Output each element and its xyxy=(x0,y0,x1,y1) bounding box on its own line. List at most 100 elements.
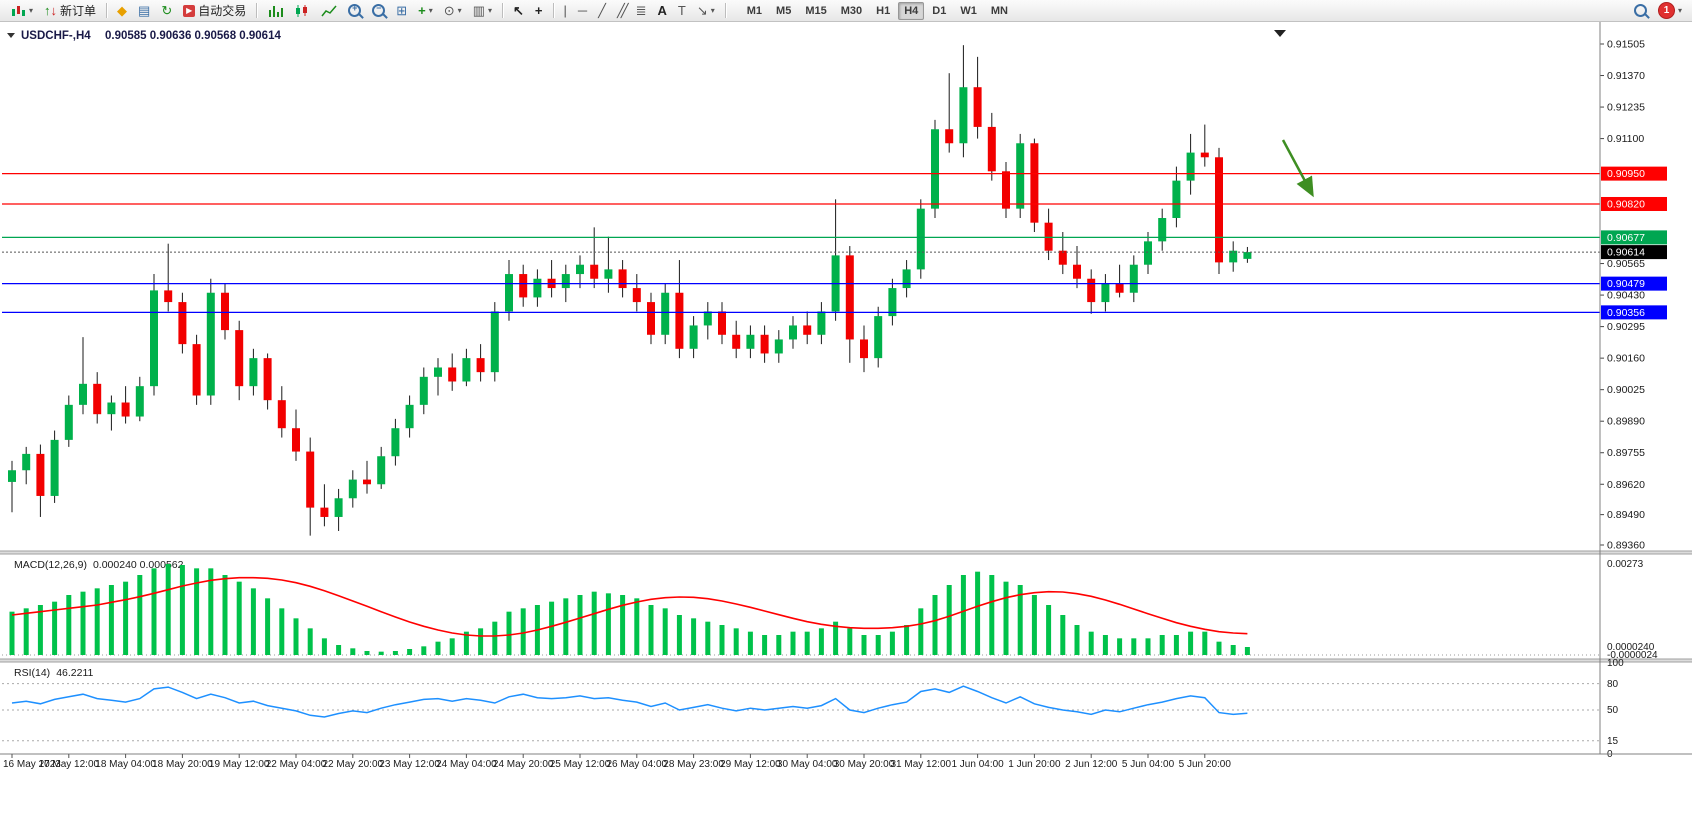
price-axis-value: 0.91505 xyxy=(1607,39,1645,51)
macd-histogram-bar xyxy=(421,646,427,655)
time-axis-value: 17 May 12:00 xyxy=(38,759,99,770)
search-button[interactable] xyxy=(1629,1,1652,21)
macd-histogram-bar xyxy=(506,611,512,655)
autotrading-button[interactable]: ▶ 自动交易 xyxy=(178,1,251,21)
macd-histogram-bar xyxy=(591,591,597,655)
macd-histogram-bar xyxy=(1046,605,1052,655)
candle-body xyxy=(1215,157,1223,263)
line-chart-icon xyxy=(321,5,337,16)
zoom-in-button[interactable]: + xyxy=(343,1,366,21)
price-axis-value: 0.90025 xyxy=(1607,384,1645,396)
rsi-name: RSI(14) xyxy=(14,667,50,679)
candle-body xyxy=(732,334,741,349)
toolbar-separator xyxy=(724,3,726,18)
candle-body xyxy=(50,439,59,496)
arrows-tool-button[interactable]: ↘ ▾ xyxy=(692,1,720,21)
candle-body xyxy=(845,255,854,340)
new-order-button[interactable]: ↑↓ 新订单 xyxy=(39,1,101,21)
macd-histogram-bar xyxy=(747,631,753,655)
zoom-out-button[interactable]: − xyxy=(367,1,390,21)
rsi-axis-value: 100 xyxy=(1607,658,1624,669)
timeframe-mn[interactable]: MN xyxy=(985,2,1014,20)
price-axis-value: 0.89360 xyxy=(1607,539,1645,551)
timeframe-h4[interactable]: H4 xyxy=(898,1,925,20)
macd-histogram-bar xyxy=(137,575,143,655)
fibonacci-button[interactable]: ≣ xyxy=(631,1,652,21)
macd-histogram-bar xyxy=(975,571,981,655)
templates-button[interactable]: ▥ ▾ xyxy=(468,1,497,21)
candle-body xyxy=(590,264,599,279)
periods-menu-button[interactable]: ⊙ ▾ xyxy=(439,1,467,21)
macd-histogram-bar xyxy=(179,565,185,655)
macd-histogram-bar xyxy=(9,611,15,655)
text-label-icon: T xyxy=(677,3,686,18)
timeframe-m15[interactable]: M15 xyxy=(799,2,832,20)
horizontal-line-button[interactable]: ─ xyxy=(573,1,592,21)
macd-histogram-bar xyxy=(151,568,157,655)
metaeditor-button[interactable]: ◆ xyxy=(112,1,132,21)
crosshair-button[interactable]: + xyxy=(530,1,548,21)
macd-label: MACD(12,26,9) 0.000240 0.000562 xyxy=(14,559,184,571)
refresh-button[interactable]: ↻ xyxy=(156,1,177,21)
price-axis-value: 0.90160 xyxy=(1607,353,1645,365)
timeframe-w1[interactable]: W1 xyxy=(954,2,983,20)
time-axis-value: 28 May 23:00 xyxy=(663,759,724,770)
chart-bars-button[interactable] xyxy=(262,1,288,21)
tile-windows-button[interactable]: ⊞ xyxy=(391,1,412,21)
channel-button[interactable]: ╱╱ xyxy=(612,1,630,21)
chart-shift-marker[interactable] xyxy=(1274,30,1286,37)
toolbar-separator xyxy=(502,3,503,18)
rsi-label: RSI(14) 46.2211 xyxy=(14,667,94,679)
candle-body xyxy=(334,498,343,517)
chart-area[interactable]: USDCHF-,H4 0.90585 0.90636 0.90568 0.906… xyxy=(0,22,1692,839)
new-chart-button[interactable]: ▾ xyxy=(5,1,38,21)
pane-separator[interactable] xyxy=(0,551,1692,554)
vertical-line-button[interactable]: | xyxy=(559,1,572,21)
level-price-label-box-value: 0.90677 xyxy=(1607,232,1645,244)
timeframe-m30[interactable]: M30 xyxy=(835,2,868,20)
candle-body xyxy=(121,402,130,417)
timeframe-h1[interactable]: H1 xyxy=(870,2,896,20)
candle-body xyxy=(107,402,116,415)
macd-histogram-bar xyxy=(194,568,200,655)
macd-histogram-bar xyxy=(1145,638,1151,655)
time-axis-value: 31 May 12:00 xyxy=(890,759,951,770)
cursor-button[interactable]: ↖ xyxy=(508,1,529,21)
macd-axis-value: 0.00273 xyxy=(1607,559,1644,570)
chart-line-button[interactable] xyxy=(316,1,342,21)
text-label-button[interactable]: T xyxy=(673,1,691,21)
candle-body xyxy=(249,358,258,387)
candle-body xyxy=(1087,278,1096,303)
macd-histogram-bar xyxy=(691,618,697,655)
macd-histogram-bar xyxy=(634,598,640,655)
candle-body xyxy=(760,334,769,354)
macd-histogram-bar xyxy=(1102,635,1108,655)
new-order-label: 新订单 xyxy=(60,4,97,18)
zoom-in-icon: + xyxy=(348,3,362,17)
arrow-annotation[interactable] xyxy=(1281,139,1314,198)
one-click-trading-toggle[interactable] xyxy=(7,33,15,38)
notifications-button[interactable]: 1 ▾ xyxy=(1653,1,1687,21)
candle-body xyxy=(505,274,513,312)
candle-body xyxy=(263,358,272,401)
time-axis-value: 25 May 12:00 xyxy=(550,759,611,770)
time-axis-value: 19 May 12:00 xyxy=(209,759,270,770)
current-price-label-box xyxy=(1601,245,1667,260)
macd-histogram-bar xyxy=(435,641,441,655)
macd-histogram-bar xyxy=(889,631,895,655)
market-watch-button[interactable]: ▤ xyxy=(133,1,155,21)
macd-histogram-bar xyxy=(364,651,370,655)
macd-histogram-bar xyxy=(165,564,171,655)
timeframe-m1[interactable]: M1 xyxy=(741,2,768,20)
candle-body xyxy=(1144,241,1152,265)
candle-body xyxy=(22,453,31,471)
text-button[interactable]: A xyxy=(653,1,672,21)
chart-candles-button[interactable] xyxy=(289,1,315,21)
time-axis-value: 5 Jun 04:00 xyxy=(1122,759,1175,770)
pane-separator[interactable] xyxy=(0,659,1692,662)
timeframe-d1[interactable]: D1 xyxy=(926,2,952,20)
price-axis-value: 0.90295 xyxy=(1607,321,1645,333)
indicators-button[interactable]: + ▾ xyxy=(413,1,438,21)
timeframe-m5[interactable]: M5 xyxy=(770,2,797,20)
trendline-button[interactable]: ╱ xyxy=(593,1,611,21)
